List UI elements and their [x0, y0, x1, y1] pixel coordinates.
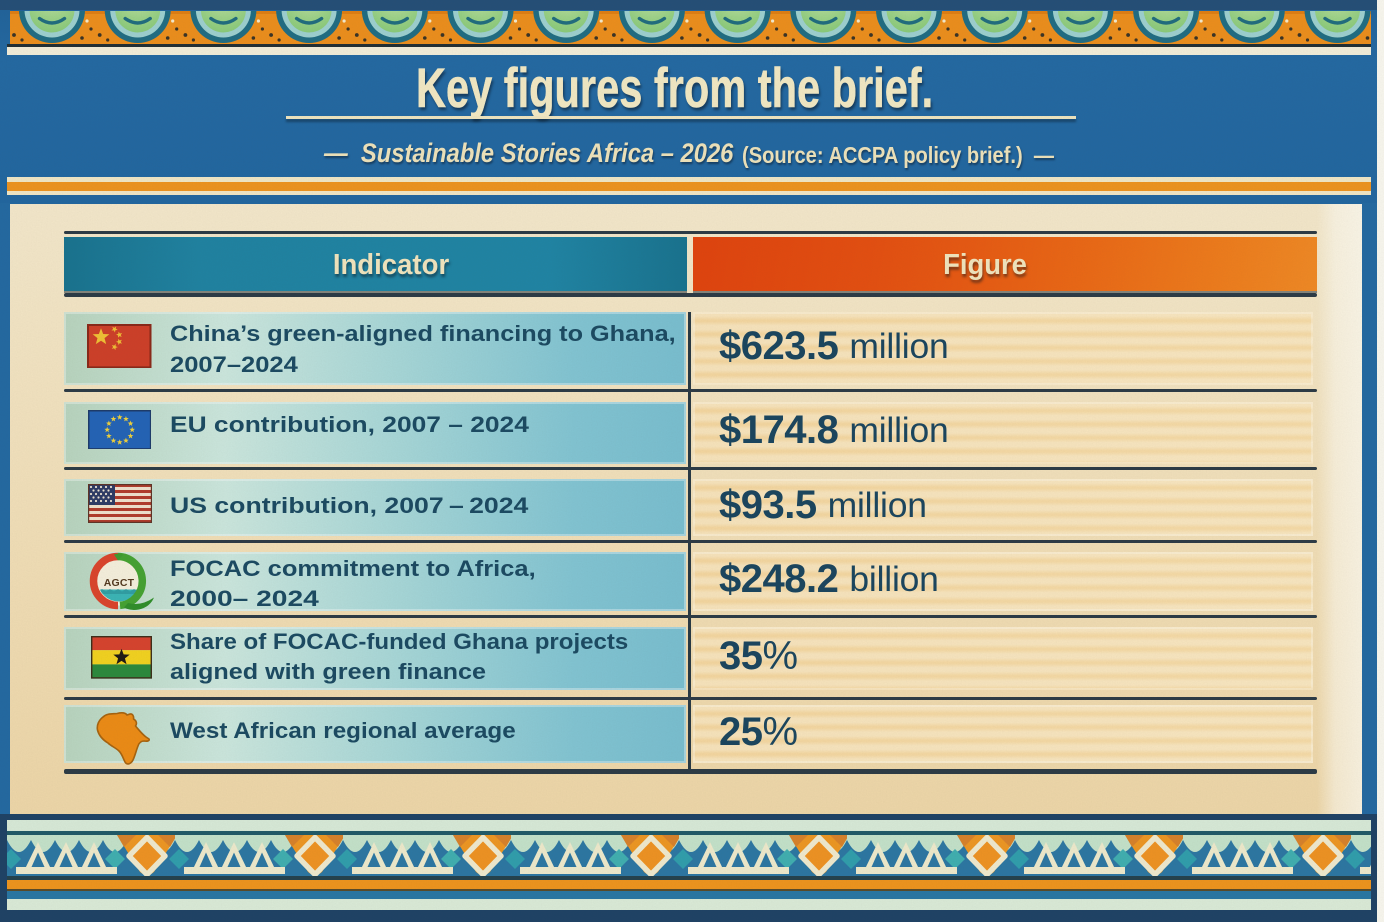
- svg-text:AGCT: AGCT: [104, 577, 135, 589]
